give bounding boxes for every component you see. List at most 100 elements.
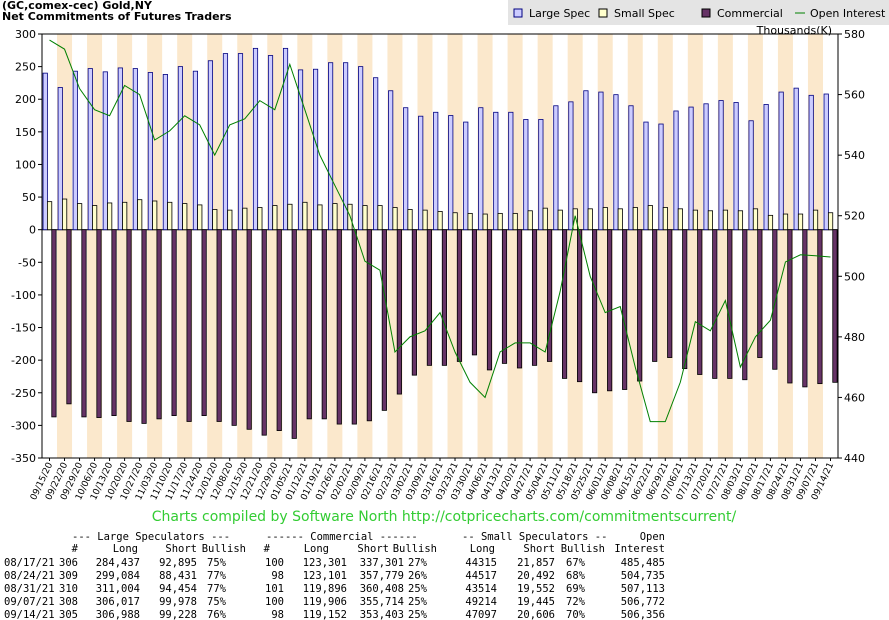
table-cell: 506,772 bbox=[621, 596, 665, 608]
bar bbox=[246, 229, 252, 430]
y2-tick-label: 440 bbox=[844, 452, 865, 465]
bar bbox=[692, 209, 698, 231]
bar bbox=[261, 229, 267, 436]
bar bbox=[602, 207, 608, 231]
y-tick-label: 300 bbox=[15, 28, 36, 41]
y-tick-label: 200 bbox=[15, 93, 36, 106]
table-header: Long bbox=[470, 543, 495, 555]
bar bbox=[216, 229, 222, 422]
bar bbox=[667, 229, 673, 358]
table-header: Bullish bbox=[393, 543, 437, 555]
table-header: # bbox=[72, 543, 79, 555]
bar bbox=[51, 229, 57, 418]
table-cell: 08/31/21 bbox=[4, 583, 55, 595]
bar bbox=[827, 212, 834, 231]
table-cell: 49214 bbox=[465, 596, 497, 608]
table-cell: 100 bbox=[265, 557, 284, 569]
legend-label: Large Spec bbox=[529, 7, 590, 20]
bar bbox=[763, 104, 769, 231]
y-tick-label: -200 bbox=[11, 354, 36, 367]
bar bbox=[362, 205, 368, 231]
table-cell: 27% bbox=[408, 557, 428, 569]
bar bbox=[538, 119, 544, 231]
bar bbox=[823, 93, 829, 231]
bar bbox=[126, 229, 132, 422]
bar bbox=[396, 229, 402, 395]
table-cell: 485,485 bbox=[621, 557, 665, 569]
y-tick-label: 150 bbox=[15, 126, 36, 139]
y-tick-label: 250 bbox=[15, 61, 36, 74]
table-cell: 100 bbox=[265, 596, 284, 608]
bar bbox=[77, 203, 83, 231]
bar bbox=[57, 87, 63, 231]
table-cell: 20,492 bbox=[517, 570, 555, 582]
bar bbox=[583, 90, 589, 231]
bar bbox=[351, 229, 357, 425]
bar bbox=[722, 209, 729, 231]
bar bbox=[727, 229, 733, 379]
bar bbox=[707, 210, 713, 231]
table-group-header: -- Small Speculators -- bbox=[462, 531, 607, 543]
bar bbox=[107, 202, 113, 231]
table-cell: 360,408 bbox=[360, 583, 404, 595]
bar bbox=[486, 229, 493, 371]
bar bbox=[132, 68, 138, 231]
table-cell: 309 bbox=[59, 570, 78, 582]
bar bbox=[592, 229, 598, 394]
bar bbox=[141, 229, 147, 424]
table-cell: 72% bbox=[566, 596, 586, 608]
bar bbox=[787, 229, 793, 384]
bar bbox=[782, 213, 789, 231]
bar bbox=[797, 213, 804, 231]
bar bbox=[812, 209, 819, 231]
y-tick-label: 100 bbox=[15, 158, 36, 171]
bar bbox=[493, 111, 499, 231]
bar bbox=[182, 203, 188, 231]
table-header: Short bbox=[357, 543, 389, 555]
table-cell: 353,403 bbox=[360, 609, 404, 620]
bar bbox=[212, 209, 218, 231]
bar bbox=[312, 68, 319, 231]
table-cell: 310 bbox=[59, 583, 78, 595]
table-cell: 76% bbox=[207, 609, 227, 620]
bar bbox=[227, 209, 233, 231]
bar bbox=[452, 212, 458, 231]
table-cell: 94,454 bbox=[159, 583, 197, 595]
y2-tick-label: 520 bbox=[844, 210, 865, 223]
bar bbox=[122, 201, 128, 231]
bar bbox=[802, 229, 808, 388]
bar bbox=[482, 213, 488, 231]
table-header: Interest bbox=[614, 543, 665, 555]
legend-swatch bbox=[513, 8, 523, 18]
bar bbox=[242, 207, 248, 231]
bar bbox=[317, 204, 323, 231]
table-cell: 67% bbox=[566, 557, 586, 569]
chart-title: (GC,comex-cec) Gold,NY bbox=[2, 0, 153, 12]
bar bbox=[336, 229, 342, 425]
table-cell: 19,552 bbox=[517, 583, 555, 595]
table-cell: 47097 bbox=[465, 609, 497, 620]
table-cell: 123,301 bbox=[303, 557, 347, 569]
table-cell: 08/24/21 bbox=[4, 570, 55, 582]
bar bbox=[737, 210, 744, 231]
table-cell: 25% bbox=[408, 609, 428, 620]
table-cell: 506,356 bbox=[621, 609, 665, 620]
bar bbox=[192, 70, 198, 231]
y2-tick-label: 540 bbox=[844, 149, 865, 162]
bar bbox=[47, 201, 53, 231]
bar bbox=[658, 123, 664, 231]
table-cell: 08/17/21 bbox=[4, 557, 55, 569]
bar bbox=[422, 209, 428, 231]
table-cell: 119,906 bbox=[303, 596, 347, 608]
table-cell: 25% bbox=[408, 596, 428, 608]
table-cell: 09/14/21 bbox=[4, 609, 55, 620]
table-cell: 19,445 bbox=[517, 596, 555, 608]
bar bbox=[832, 229, 838, 383]
bar bbox=[72, 70, 78, 231]
bar bbox=[772, 229, 778, 370]
bar bbox=[302, 201, 308, 231]
bar bbox=[282, 47, 289, 231]
bar bbox=[321, 229, 327, 420]
bar bbox=[407, 209, 413, 231]
